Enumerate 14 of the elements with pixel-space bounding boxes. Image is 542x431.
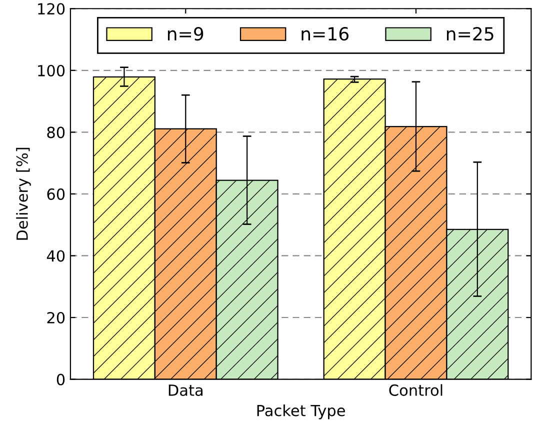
x-axis-title: Packet Type <box>257 404 345 420</box>
x-tick-label: Data <box>168 384 202 396</box>
y-tick-label: 80 <box>47 126 65 138</box>
y-tick-label: 20 <box>47 312 65 324</box>
legend-label: n=9 <box>168 26 204 41</box>
y-tick-label: 100 <box>38 64 65 76</box>
y-tick-label: 40 <box>46 250 65 262</box>
x-tick-label: Control <box>389 384 442 396</box>
y-axis-title: Delivery [%] <box>16 148 31 240</box>
legend-label: n=16 <box>302 26 348 41</box>
y-tick-label: 0 <box>56 374 65 386</box>
legend-label: n=25 <box>446 26 494 41</box>
y-tick-label: 60 <box>47 188 65 200</box>
y-tick-label: 120 <box>38 3 65 15</box>
